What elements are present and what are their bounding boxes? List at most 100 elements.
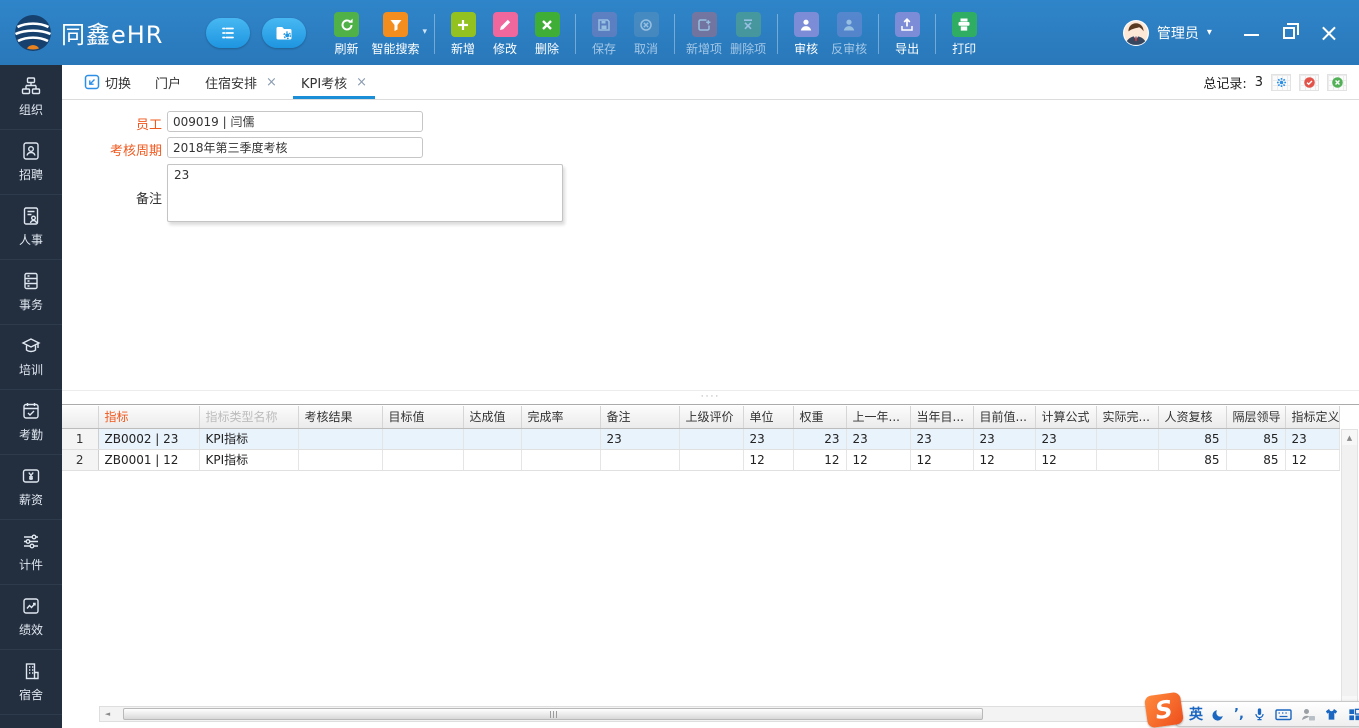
sidebar-item-salary[interactable]: 薪资 xyxy=(0,455,62,520)
org-chart-icon xyxy=(21,77,41,95)
sidebar-item-piecework[interactable]: 计件 xyxy=(0,520,62,585)
col-skip-leader[interactable]: 隔层领导 xyxy=(1226,406,1286,429)
col-current[interactable]: 目前值... xyxy=(973,406,1036,429)
minimize-button[interactable] xyxy=(1243,33,1259,36)
col-this-year[interactable]: 当年目... xyxy=(910,406,974,429)
horizontal-scrollbar[interactable]: ◄ ► xyxy=(99,706,1339,722)
col-target[interactable]: 目标值 xyxy=(382,406,464,429)
tab-portal[interactable]: 门户 xyxy=(155,76,182,92)
plus-icon xyxy=(450,12,476,37)
add-item-button[interactable]: 新增项 xyxy=(686,12,722,57)
employee-field[interactable] xyxy=(167,111,423,132)
col-hr-review[interactable]: 人资复核 xyxy=(1158,406,1227,429)
save-button[interactable]: 保存 xyxy=(587,12,621,57)
export-button[interactable]: 导出 xyxy=(890,12,924,57)
delete-item-icon xyxy=(735,12,761,37)
audit-button[interactable]: 审核 xyxy=(789,12,823,57)
delete-button[interactable]: 删除 xyxy=(530,12,564,57)
scrollbar-thumb[interactable] xyxy=(123,708,983,720)
tab-switch[interactable]: 切换 xyxy=(74,65,141,99)
unaudit-button[interactable]: 反审核 xyxy=(831,12,867,57)
sidebar-item-affairs[interactable]: 事务 xyxy=(0,260,62,325)
recruit-badge-icon xyxy=(23,142,39,160)
ime-punctuation-toggle[interactable]: ’, xyxy=(1234,706,1244,722)
toolbar-separator xyxy=(674,14,676,54)
sidebar-item-performance[interactable]: 绩效 xyxy=(0,585,62,650)
table-row[interactable]: 1 ZB0002 | 23 KPI指标 23 23 23 23 23 23 23… xyxy=(62,428,1340,450)
tab-kpi[interactable]: KPI考核 × xyxy=(291,65,377,99)
sogou-logo[interactable]: S xyxy=(1143,691,1185,728)
kpi-table: 指标 指标类型名称 考核结果 目标值 达成值 完成率 备注 上级评价 单位 权重… xyxy=(62,406,1340,471)
col-definition[interactable]: 指标定义 xyxy=(1285,406,1340,429)
scroll-up-icon[interactable]: ▲ xyxy=(1342,430,1357,445)
add-button[interactable]: 新增 xyxy=(446,12,480,57)
user-menu-caret-icon[interactable]: ▾ xyxy=(1206,27,1212,38)
title-bar: 同鑫eHR 刷新 智能搜索 ▾ 新增 修改 删除 xyxy=(0,0,1359,65)
clear-filter-button[interactable] xyxy=(1327,73,1347,91)
tab-close-icon[interactable]: × xyxy=(356,74,368,90)
col-remark[interactable]: 备注 xyxy=(600,406,680,429)
affairs-list-icon xyxy=(24,272,38,290)
avatar[interactable] xyxy=(1122,19,1149,46)
col-unit[interactable]: 单位 xyxy=(743,406,794,429)
hr-document-icon xyxy=(23,207,39,225)
edit-button[interactable]: 修改 xyxy=(488,12,522,57)
microphone-icon[interactable] xyxy=(1252,707,1267,722)
print-button[interactable]: 打印 xyxy=(947,12,981,57)
tab-close-icon[interactable]: × xyxy=(266,74,277,90)
toolbar-separator xyxy=(878,14,880,54)
refresh-icon xyxy=(334,12,359,37)
col-last-year[interactable]: 上一年... xyxy=(846,406,911,429)
smart-search-button[interactable]: 智能搜索 xyxy=(372,12,420,57)
moon-icon[interactable] xyxy=(1211,707,1226,722)
vertical-scrollbar[interactable]: ▲ ▼ xyxy=(1341,429,1358,712)
col-indicator[interactable]: 指标 xyxy=(98,406,200,429)
sidebar-item-recruit[interactable]: 招聘 xyxy=(0,130,62,195)
table-row[interactable]: 2 ZB0001 | 12 KPI指标 12 12 12 12 12 12 85… xyxy=(62,449,1340,471)
col-achieved[interactable]: 达成值 xyxy=(463,406,522,429)
tab-lodging[interactable]: 住宿安排 × xyxy=(205,74,277,92)
delete-item-button[interactable]: 删除项 xyxy=(730,12,766,57)
cancel-button[interactable]: 取消 xyxy=(629,12,663,57)
period-label: 考核周期 xyxy=(109,144,162,159)
ime-toolbox-grid-icon[interactable] xyxy=(1347,707,1359,722)
user-name[interactable]: 管理员 xyxy=(1156,25,1199,42)
col-result[interactable]: 考核结果 xyxy=(298,406,383,429)
col-actual[interactable]: 实际完... xyxy=(1096,406,1159,429)
save-icon xyxy=(591,12,617,37)
calendar-check-icon xyxy=(23,403,39,419)
confirm-filter-button[interactable] xyxy=(1299,73,1319,91)
ime-language-toggle[interactable]: 英 xyxy=(1189,707,1203,723)
focused-cell[interactable]: 23 xyxy=(600,428,680,450)
building-icon xyxy=(25,663,39,680)
remark-label: 备注 xyxy=(135,192,162,207)
sidebar-item-hr[interactable]: 人事 xyxy=(0,195,62,260)
col-formula[interactable]: 计算公式 xyxy=(1035,406,1097,429)
remark-field[interactable]: 23 xyxy=(167,164,563,222)
col-completion[interactable]: 完成率 xyxy=(521,406,601,429)
sidebar-item-dormitory[interactable]: 宿舍 xyxy=(0,650,62,715)
grid-settings-button[interactable] xyxy=(1271,73,1291,91)
ime-account-icon[interactable] xyxy=(1300,707,1316,722)
sidebar-item-training[interactable]: 培训 xyxy=(0,325,62,390)
skin-shirt-icon[interactable] xyxy=(1324,707,1339,722)
search-dropdown-caret-icon[interactable]: ▾ xyxy=(422,27,428,37)
soft-keyboard-icon[interactable] xyxy=(1275,707,1292,722)
sidebar-item-attendance[interactable]: 考勤 xyxy=(0,390,62,455)
col-weight[interactable]: 权重 xyxy=(793,406,847,429)
close-button[interactable]: × xyxy=(1318,18,1339,47)
period-field[interactable] xyxy=(167,137,423,158)
user-area: 管理员 ▾ × xyxy=(1122,18,1359,47)
cross-icon xyxy=(534,12,560,37)
restore-button[interactable] xyxy=(1282,22,1299,39)
sidebar-item-org[interactable]: 组织 xyxy=(0,65,62,130)
col-superior-review[interactable]: 上级评价 xyxy=(679,406,744,429)
scroll-left-icon[interactable]: ◄ xyxy=(104,710,111,718)
ime-toolbar: S 英 ’, xyxy=(1143,691,1359,728)
logo-ball-icon xyxy=(14,14,52,52)
folder-settings-button[interactable] xyxy=(261,17,306,48)
col-indicator-type[interactable]: 指标类型名称 xyxy=(199,406,299,429)
refresh-button[interactable]: 刷新 xyxy=(330,12,364,57)
menu-list-button[interactable] xyxy=(205,17,250,48)
splitter-handle[interactable] xyxy=(62,390,1359,405)
